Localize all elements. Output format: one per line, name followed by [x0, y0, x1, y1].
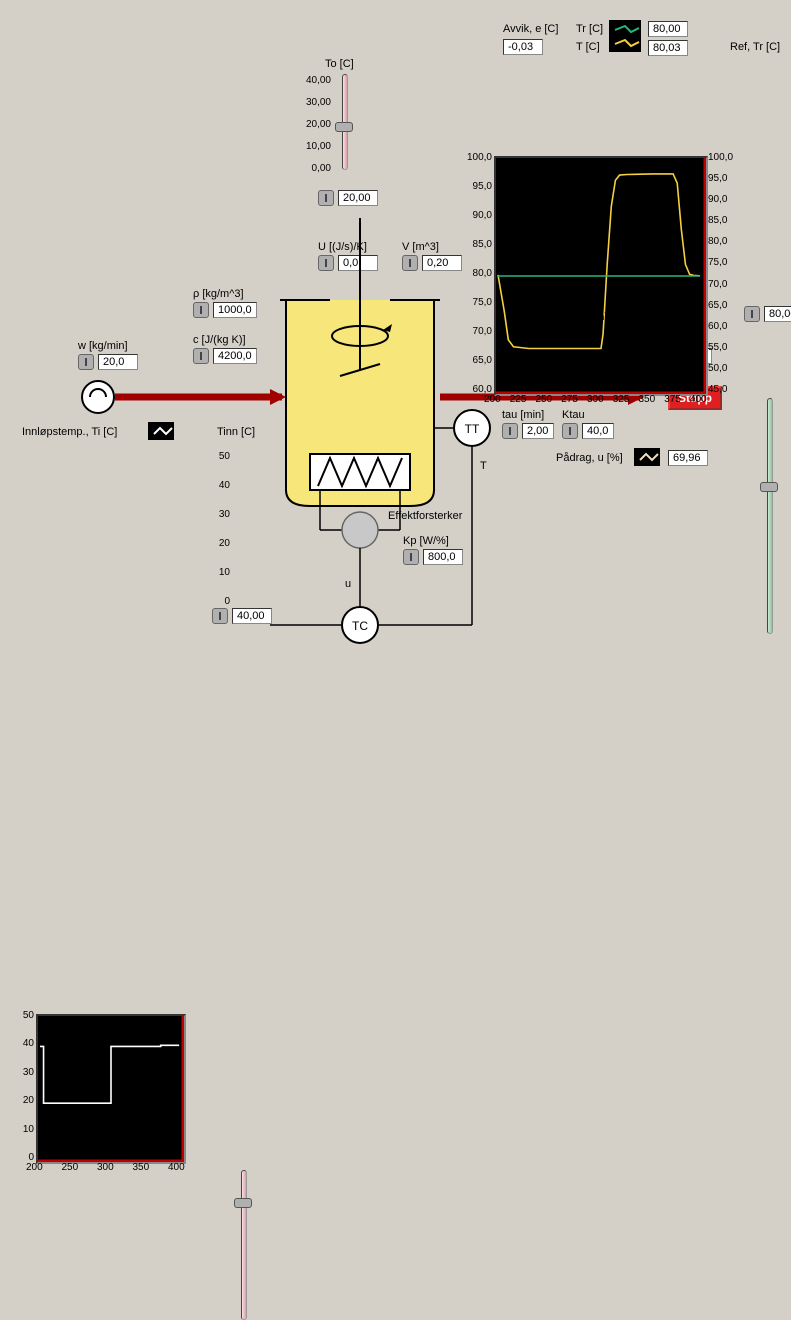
temp-value: 80,03	[648, 40, 688, 56]
inlet-chart	[36, 1014, 186, 1164]
inlet-legend	[148, 422, 174, 440]
ref-slider[interactable]	[760, 398, 778, 634]
tau-knob[interactable]	[502, 423, 518, 439]
u-symbol: u	[345, 578, 351, 590]
tr-value: 80,00	[648, 21, 688, 37]
padrag-legend	[634, 448, 660, 466]
tinn-label: Tinn [C]	[217, 426, 255, 438]
svg-text:TT: TT	[465, 422, 480, 436]
avvik-label: Avvik, e [C]	[503, 23, 558, 35]
main-legend	[609, 20, 641, 52]
ktau-row: 40,0	[562, 423, 614, 439]
avvik-value: -0,03	[503, 39, 543, 55]
ref-label: Ref, Tr [C]	[730, 41, 780, 53]
main-chart	[494, 156, 708, 396]
ref-value[interactable]: 80,00	[764, 306, 791, 322]
tr-label: Tr [C]	[576, 23, 603, 35]
inlet-title: Innløpstemp., Ti [C]	[22, 426, 117, 438]
kp-value[interactable]: 800,0	[423, 549, 463, 565]
tinn-ticks: 50403020100	[210, 442, 230, 616]
tau-row: 2,00	[502, 423, 554, 439]
kp-row: 800,0	[403, 549, 463, 565]
ktau-label: Ktau	[562, 409, 585, 421]
kp-knob[interactable]	[403, 549, 419, 565]
kp-label: Kp [W/%]	[403, 535, 449, 547]
svg-text:TC: TC	[352, 619, 368, 633]
tau-label: tau [min]	[502, 409, 544, 421]
tinn-value-row: 40,00	[212, 608, 272, 624]
tinn-slider[interactable]	[234, 1170, 252, 1320]
tau-value[interactable]: 2,00	[522, 423, 554, 439]
padrag-value: 69,96	[668, 450, 708, 466]
effekt-label: Effektforsterker	[388, 510, 462, 522]
ktau-knob[interactable]	[562, 423, 578, 439]
ref-knob[interactable]	[744, 306, 760, 322]
tinn-knob[interactable]	[212, 608, 228, 624]
tinn-value[interactable]: 40,00	[232, 608, 272, 624]
temp-label: T [C]	[576, 41, 600, 53]
ref-value-row: 80,00	[744, 306, 791, 322]
padrag-title: Pådrag, u [%]	[556, 452, 623, 464]
main-xlabel: t [min]	[580, 312, 607, 323]
t-symbol: T	[480, 460, 487, 472]
ktau-value[interactable]: 40,0	[582, 423, 614, 439]
